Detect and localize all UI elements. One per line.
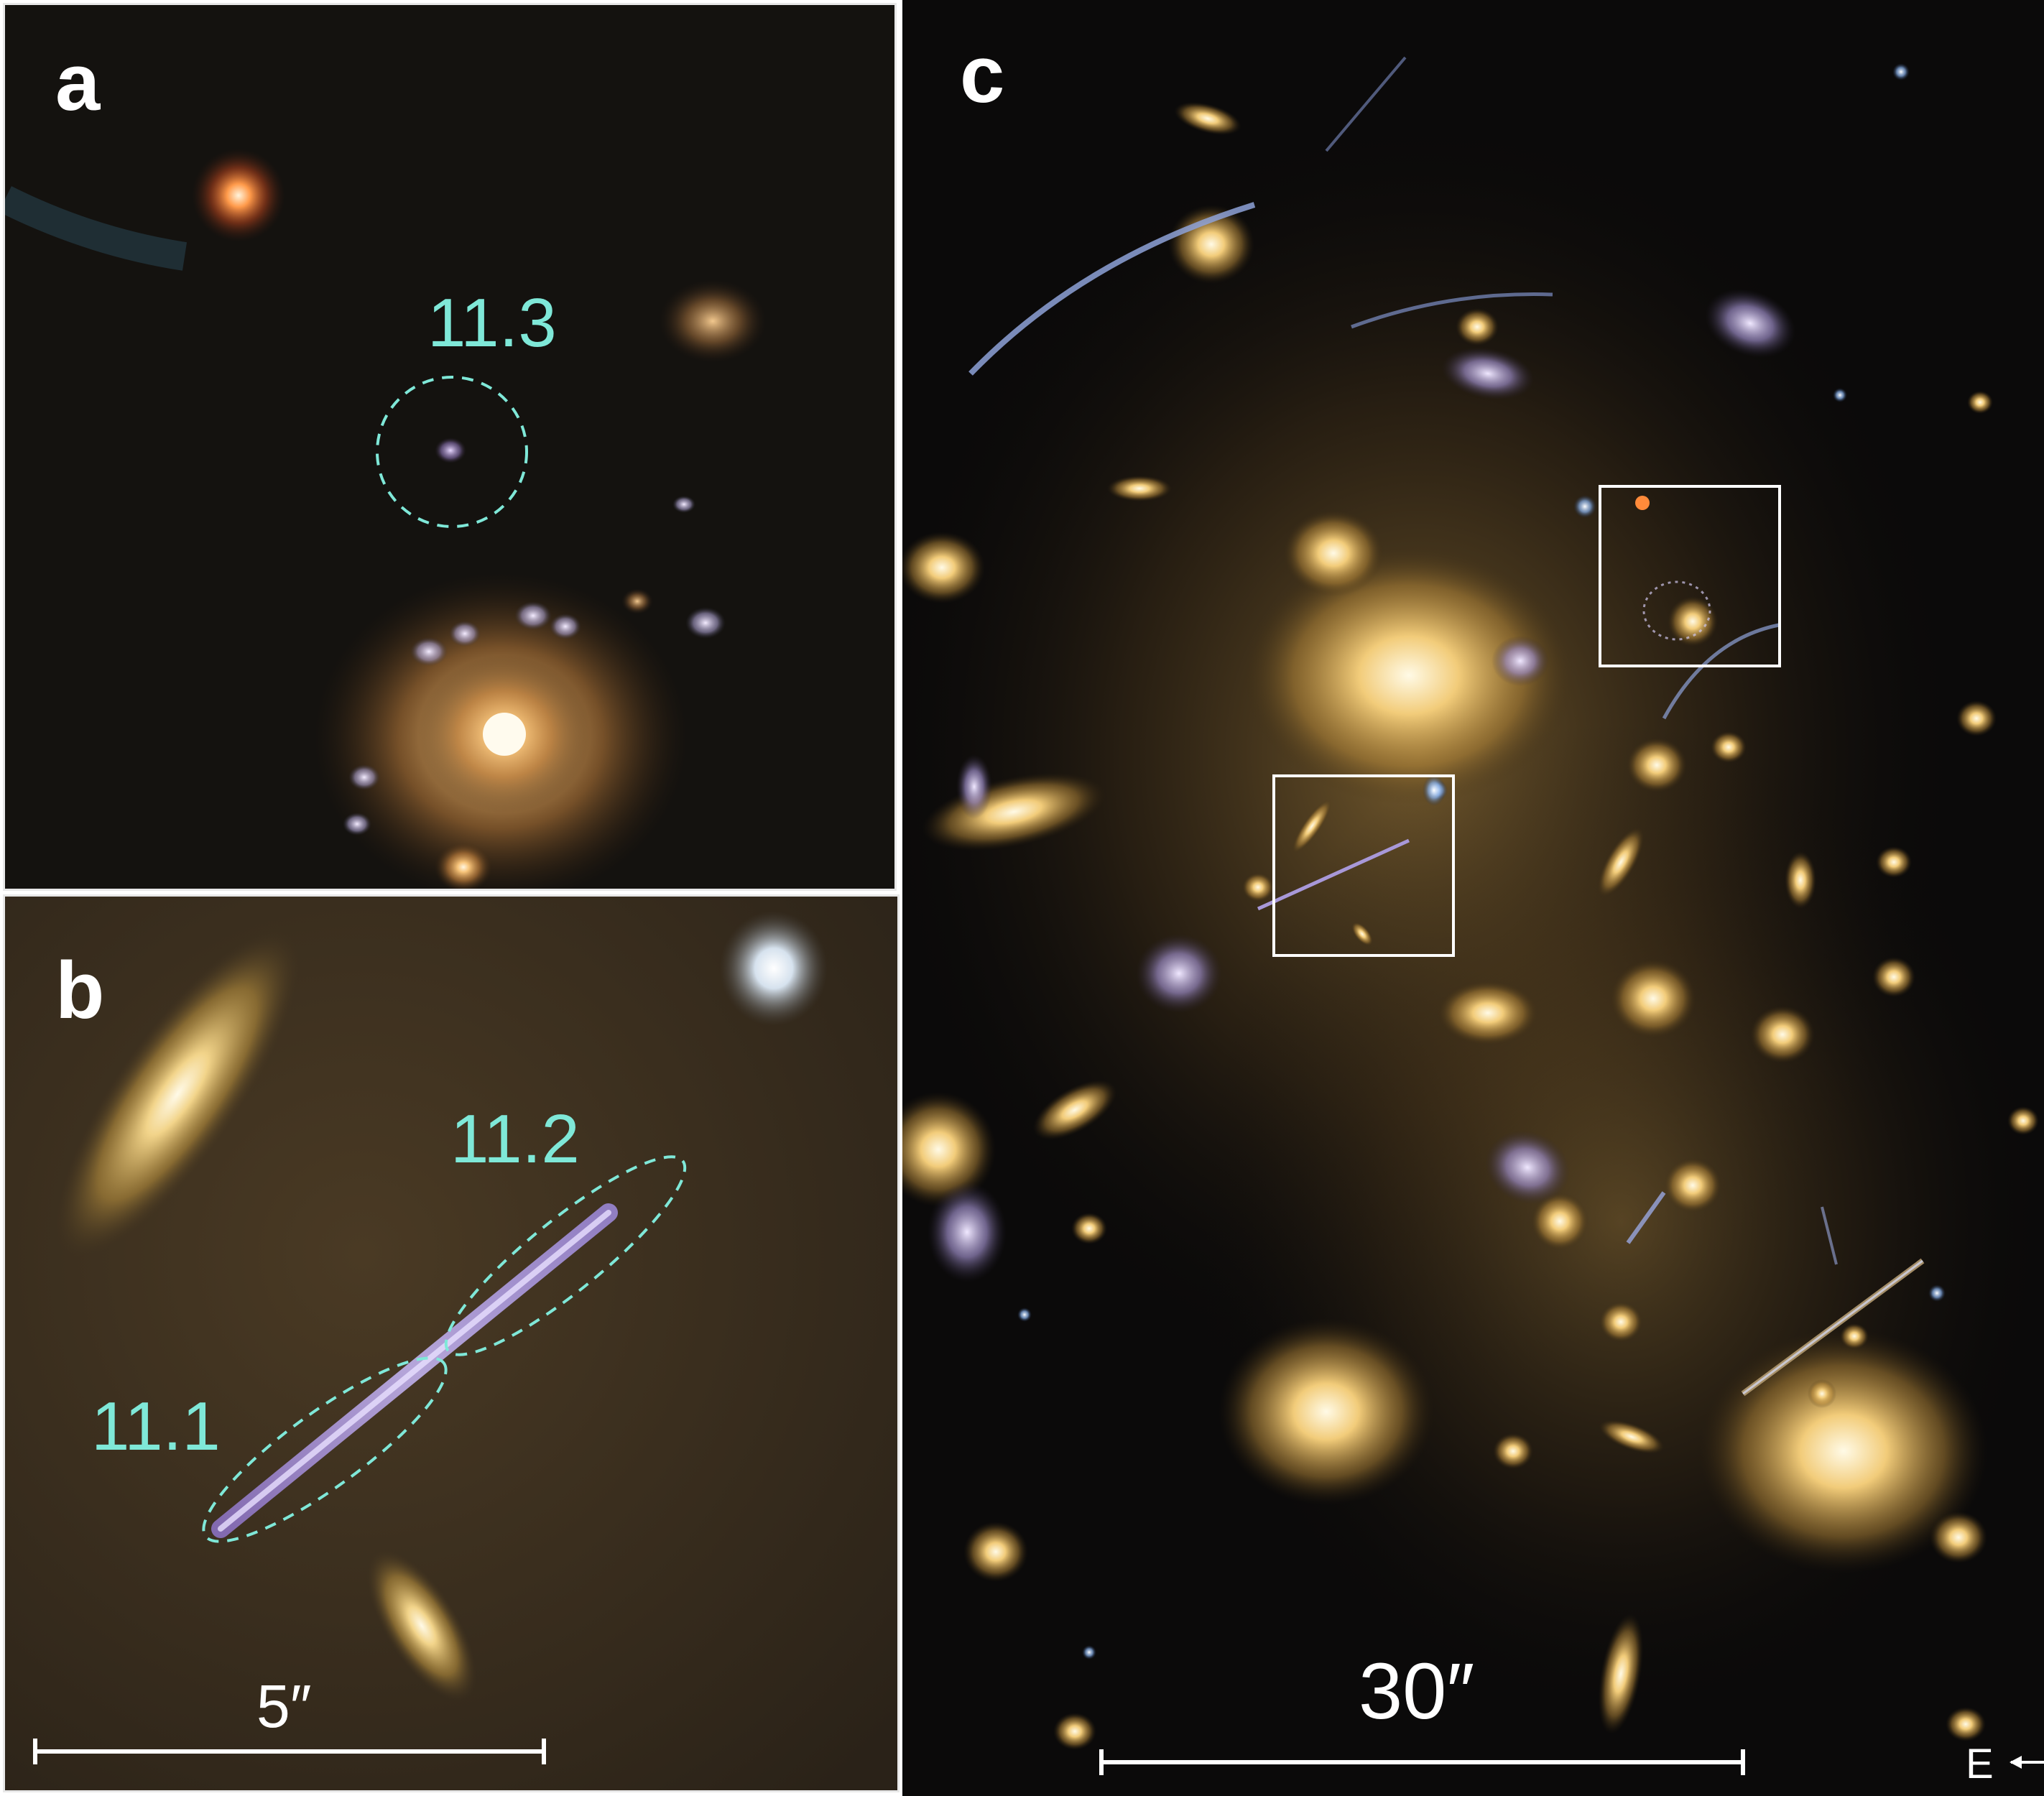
compass-arrow-icon xyxy=(2010,1756,2044,1769)
panel-a: a 11.3 xyxy=(3,3,897,891)
panel-c-image xyxy=(902,0,2044,1796)
scale-bar-label-b: 5″ xyxy=(256,1672,312,1740)
annotation-11-1: 11.1 xyxy=(91,1388,221,1465)
inset-box-a xyxy=(1599,485,1781,667)
panel-a-label: a xyxy=(55,37,101,127)
annotation-11-2: 11.2 xyxy=(450,1101,580,1177)
scale-bar-label-c: 30″ xyxy=(1359,1647,1475,1736)
panel-b-image xyxy=(5,897,897,1790)
ellipse-11-2 xyxy=(444,1155,687,1356)
target-circle-11-3 xyxy=(376,376,528,528)
scale-bar-5arcsec xyxy=(33,1739,546,1764)
annotation-11-3: 11.3 xyxy=(427,284,557,361)
scale-bar-30arcsec xyxy=(1099,1749,1745,1775)
panel-b-label: b xyxy=(55,945,105,1035)
inset-box-b xyxy=(1272,774,1455,957)
ellipse-11-1 xyxy=(202,1356,448,1543)
panel-c-label: c xyxy=(960,29,1005,119)
panel-b: b 11.2 11.1 5″ xyxy=(3,894,900,1792)
compass-label: E xyxy=(1966,1741,1994,1787)
panel-c: c 30″ E xyxy=(902,0,2044,1796)
panel-a-image xyxy=(5,5,894,889)
